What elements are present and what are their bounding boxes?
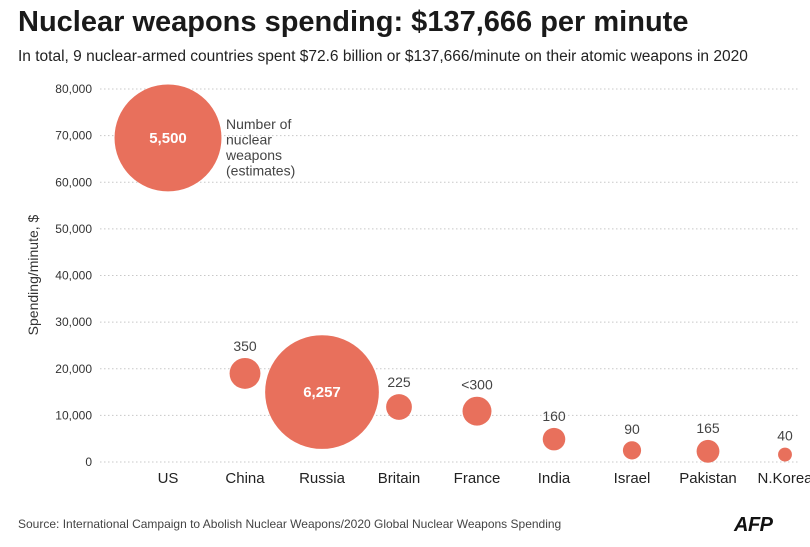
y-tick-label: 30,000 — [55, 315, 92, 329]
bubble-value-label: 40 — [777, 428, 793, 444]
y-tick-label: 80,000 — [55, 82, 92, 96]
bubble-china — [229, 357, 261, 389]
bubble-india — [542, 427, 566, 451]
bubble-value-label: 6,257 — [303, 384, 341, 401]
y-tick-label: 20,000 — [55, 362, 92, 376]
bubbles: 5,500 350 6,257 225 <300 160 90 165 40 — [114, 84, 793, 463]
chart-subtitle: In total, 9 nuclear-armed countries spen… — [18, 48, 748, 65]
y-axis-label: Spending/minute, $ — [25, 214, 41, 335]
bubble-israel — [622, 441, 642, 460]
size-legend: Number of nuclear weapons (estimates) — [225, 116, 295, 179]
y-tick-label: 10,000 — [55, 408, 92, 422]
y-tick-label: 40,000 — [55, 269, 92, 283]
x-category-label: India — [538, 470, 571, 487]
bubble-value-label: 165 — [696, 420, 720, 436]
y-axis-ticks: 0 10,000 20,000 30,000 40,000 50,000 60,000 70,… — [55, 82, 92, 469]
bubble-value-label: <300 — [461, 377, 493, 393]
source-note: Source: International Campaign to Abolis… — [18, 517, 562, 531]
x-category-label: US — [158, 470, 179, 487]
x-category-label: Pakistan — [679, 470, 737, 487]
y-tick-label: 50,000 — [55, 222, 92, 236]
bubble-russia — [265, 335, 379, 449]
bubble-britain — [386, 394, 412, 420]
x-category-label: Britain — [378, 470, 421, 487]
y-tick-label: 60,000 — [55, 175, 92, 189]
x-category-label: Russia — [299, 470, 346, 487]
bubble-value-label: 5,500 — [149, 130, 187, 147]
bubble-value-label: 225 — [387, 374, 411, 390]
y-tick-label: 0 — [85, 455, 92, 469]
x-category-label: China — [225, 470, 265, 487]
x-category-label: N.Korea — [757, 470, 810, 487]
bubble-nkorea — [778, 447, 792, 462]
x-category-label: France — [454, 470, 501, 487]
bubble-france — [462, 396, 492, 426]
afp-logo: AFP — [734, 514, 773, 536]
bubble-pakistan — [696, 439, 720, 463]
bubble-value-label: 90 — [624, 421, 640, 437]
y-tick-label: 70,000 — [55, 129, 92, 143]
bubble-us — [114, 84, 222, 192]
x-axis-categories: US China Russia Britain France India Israel Pak… — [158, 470, 810, 487]
bubble-value-label: 160 — [542, 408, 566, 424]
x-category-label: Israel — [614, 470, 651, 487]
chart-title: Nuclear weapons spending: $137,666 per m… — [18, 6, 689, 38]
bubble-value-label: 350 — [233, 338, 257, 354]
